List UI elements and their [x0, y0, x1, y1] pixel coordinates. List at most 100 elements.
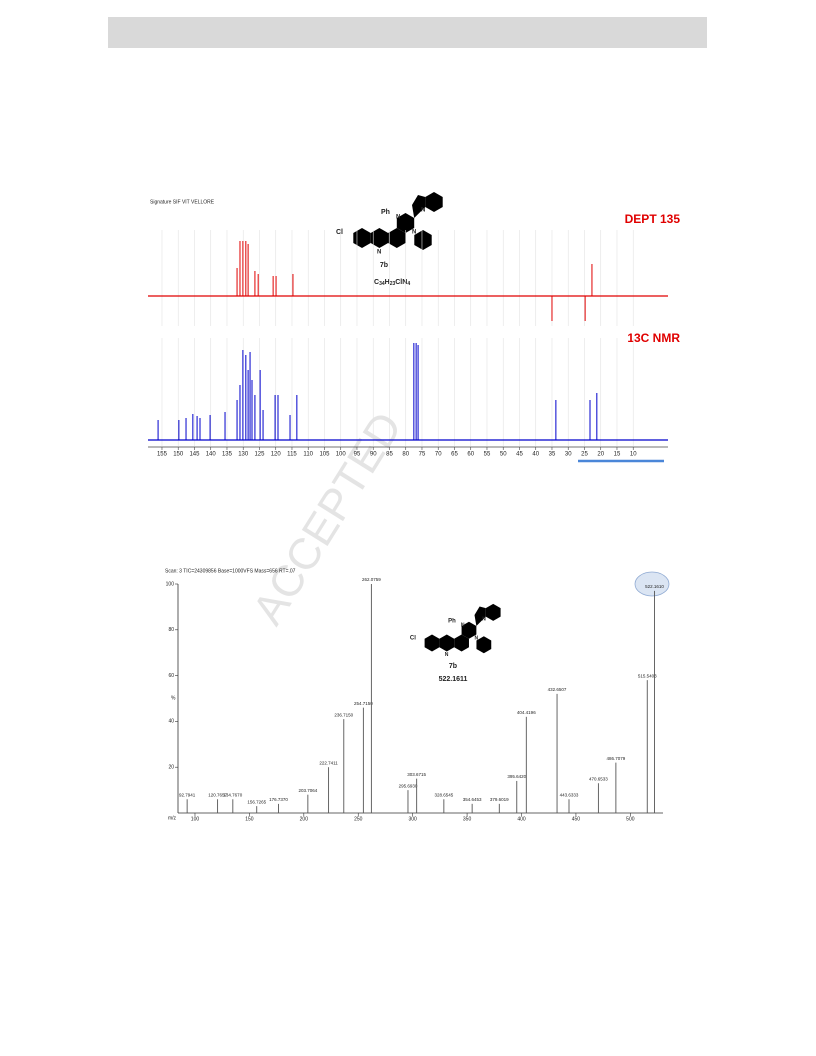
- x-tick-label: 105: [319, 452, 330, 458]
- x-tick-label: 500: [626, 816, 635, 822]
- atom-label: Cl: [410, 635, 416, 641]
- x-tick-label: 95: [354, 452, 361, 458]
- x-tick-label: 350: [463, 816, 472, 822]
- x-tick-label: 55: [484, 452, 491, 458]
- peak-label: 295.6930: [399, 783, 418, 788]
- x-tick-label: 20: [597, 452, 604, 458]
- compound-label: 7b: [449, 663, 457, 670]
- x-axis-label: m/z: [168, 815, 177, 821]
- formula-part: ClN: [395, 279, 407, 286]
- x-tick-label: 250: [354, 816, 363, 822]
- x-tick-label: 65: [451, 452, 458, 458]
- x-tick-label: 140: [206, 452, 217, 458]
- peak-label: 254.7150: [354, 701, 373, 706]
- x-tick-label: 75: [419, 452, 426, 458]
- peak-label: 92.7941: [179, 792, 196, 797]
- y-tick-label: 20: [168, 765, 174, 771]
- atom-label: N: [396, 215, 400, 221]
- formula-part: H: [385, 279, 390, 286]
- x-tick-label: 135: [222, 452, 233, 458]
- formula: C34H23ClN4: [374, 279, 410, 287]
- compound-mass: 522.1611: [439, 676, 468, 683]
- peak-label: 395.6420: [507, 774, 526, 779]
- x-tick-label: 200: [300, 816, 309, 822]
- x-tick-label: 15: [614, 452, 621, 458]
- x-tick-label: 85: [386, 452, 393, 458]
- x-tick-label: 145: [189, 452, 200, 458]
- peak-label: 156.7265: [247, 799, 266, 804]
- structure: Cl Ph N N N N: [336, 192, 443, 256]
- peak-label: 262.0759: [362, 577, 381, 582]
- x-tick-label: 130: [238, 452, 249, 458]
- peak-label: 134.7670: [223, 792, 242, 797]
- x-tick-label: 80: [402, 452, 409, 458]
- x-tick-label: 400: [517, 816, 526, 822]
- formula-sub: 4: [407, 281, 410, 287]
- y-tick-label: 60: [168, 673, 174, 679]
- x-tick-label: 25: [581, 452, 588, 458]
- peak-label: 222.7411: [319, 760, 338, 765]
- x-tick-label: 30: [565, 452, 572, 458]
- ms-header: Scan: 3 TIC=24309856 Base=1000VFS Mass=6…: [165, 568, 296, 574]
- atom-label: N: [412, 230, 416, 236]
- peak-label: 379.6019: [490, 797, 509, 802]
- peak-label: 432.6507: [548, 687, 567, 692]
- atom-label: Ph: [448, 618, 456, 624]
- y-axis-label: %: [171, 695, 176, 701]
- structure: Cl Ph N N N N: [410, 603, 501, 658]
- atom-label: N: [377, 250, 381, 256]
- compound-label: 7b: [380, 262, 388, 269]
- peak-label: 486.7079: [606, 756, 625, 761]
- x-tick-label: 35: [549, 452, 556, 458]
- peak-label: 203.7064: [298, 788, 317, 793]
- x-tick-label: 10: [630, 452, 637, 458]
- x-tick-label: 40: [532, 452, 539, 458]
- peak-label: 236.7150: [334, 712, 353, 717]
- x-tick-label: 90: [370, 452, 377, 458]
- atom-label: Cl: [336, 229, 343, 236]
- formula-part: C: [374, 279, 379, 286]
- peak-label: 404.4196: [517, 710, 536, 715]
- formula-sub: 23: [390, 281, 396, 287]
- peak-label: 120.7657: [208, 792, 227, 797]
- watermark: ACCEPTED: [243, 404, 412, 633]
- x-tick-label: 450: [572, 816, 581, 822]
- atom-label: N: [482, 617, 486, 623]
- x-tick-label: 50: [500, 452, 507, 458]
- dept-title: DEPT 135: [625, 212, 681, 226]
- peak-label: 515.5403: [638, 673, 657, 678]
- peak-label: 328.6545: [434, 792, 453, 797]
- x-tick-label: 120: [271, 452, 282, 458]
- x-tick-label: 45: [516, 452, 523, 458]
- y-tick-label: 80: [168, 627, 174, 633]
- atom-label: N: [475, 635, 479, 641]
- x-tick-label: 115: [287, 452, 297, 458]
- x-tick-label: 70: [435, 452, 442, 458]
- peak-label: 443.6333: [560, 792, 579, 797]
- highlight: [634, 571, 670, 597]
- y-tick-label: 100: [166, 581, 175, 587]
- peak-label: 470.6533: [589, 776, 608, 781]
- x-tick-label: 155: [157, 452, 168, 458]
- peak-label: 522.1610: [645, 584, 664, 589]
- atom-label: N: [421, 208, 425, 214]
- x-tick-label: 150: [245, 816, 254, 822]
- formula-sub: 34: [379, 281, 385, 287]
- x-tick-label: 300: [408, 816, 417, 822]
- atom-label: N: [461, 622, 465, 628]
- y-tick-label: 40: [168, 719, 174, 725]
- atom-label: N: [445, 652, 449, 658]
- atom-label: Ph: [381, 209, 390, 216]
- c13-title: 13C NMR: [627, 331, 680, 345]
- x-tick-label: 100: [336, 452, 347, 458]
- header-bar: [108, 17, 707, 48]
- x-tick-label: 150: [173, 452, 184, 458]
- nmr-header: Signature SIF VIT VELLORE: [150, 199, 215, 205]
- peak-label: 354.6453: [463, 797, 482, 802]
- x-tick-label: 110: [303, 452, 313, 458]
- x-tick-label: 60: [467, 452, 474, 458]
- peak-label: 176.7370: [269, 797, 288, 802]
- x-tick-label: 100: [191, 816, 200, 822]
